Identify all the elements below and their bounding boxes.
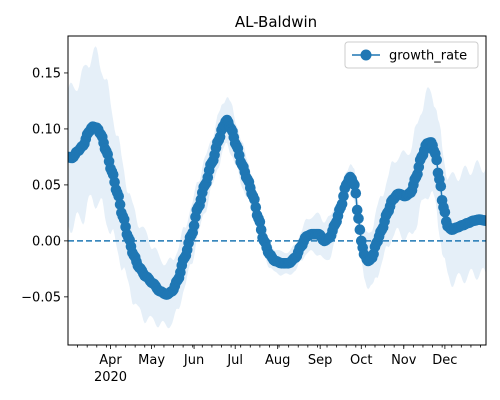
- growth-rate-markers: [68, 114, 486, 300]
- x-tick-label: Aug: [265, 353, 290, 368]
- data-point: [250, 202, 262, 213]
- data-point: [353, 213, 364, 224]
- y-tick-label: −0.05: [21, 290, 61, 305]
- data-point: [336, 198, 348, 210]
- y-tick-label: 0.10: [32, 122, 61, 137]
- x-tick-year-label: 2020: [94, 370, 127, 385]
- plot-frame: [67, 35, 487, 346]
- x-tick-label: Nov: [391, 353, 417, 368]
- data-point: [255, 224, 267, 235]
- y-tick-label: 0.00: [32, 234, 61, 249]
- data-point: [113, 190, 124, 202]
- y-axis: −0.05 0.00 0.05 0.10 0.15: [21, 66, 68, 305]
- data-point: [431, 154, 443, 166]
- y-tick-label: 0.05: [32, 178, 61, 193]
- legend: growth_rate: [344, 41, 479, 69]
- legend-box: [344, 41, 479, 69]
- data-point: [480, 215, 486, 226]
- x-tick-label: Jun: [183, 353, 204, 368]
- data-point: [114, 199, 126, 210]
- uncertainty-band: [68, 46, 486, 329]
- legend-label: growth_rate: [389, 49, 467, 64]
- x-tick-label: Sep: [308, 353, 333, 368]
- plot-area: [67, 35, 487, 346]
- chart-title: AL-Baldwin: [235, 13, 317, 31]
- data-point: [354, 224, 366, 235]
- data-point: [349, 179, 360, 191]
- x-tick-label: May: [138, 353, 165, 368]
- data-point: [350, 188, 362, 199]
- x-tick-label: Dec: [432, 353, 457, 368]
- x-tick-label: Oct: [350, 353, 372, 368]
- legend-marker: [360, 49, 372, 61]
- data-point: [439, 206, 451, 218]
- x-tick-label: Apr: [99, 353, 122, 368]
- data-point: [338, 190, 349, 202]
- data-point: [435, 181, 447, 192]
- data-point: [249, 194, 260, 205]
- x-axis: Apr 2020 May Jun Jul Aug Sep Oct Nov Dec: [77, 345, 481, 385]
- data-point: [188, 220, 200, 231]
- x-tick-label: Jul: [226, 353, 243, 368]
- data-point: [254, 216, 266, 228]
- data-point: [351, 204, 363, 216]
- y-tick-label: 0.15: [32, 66, 61, 81]
